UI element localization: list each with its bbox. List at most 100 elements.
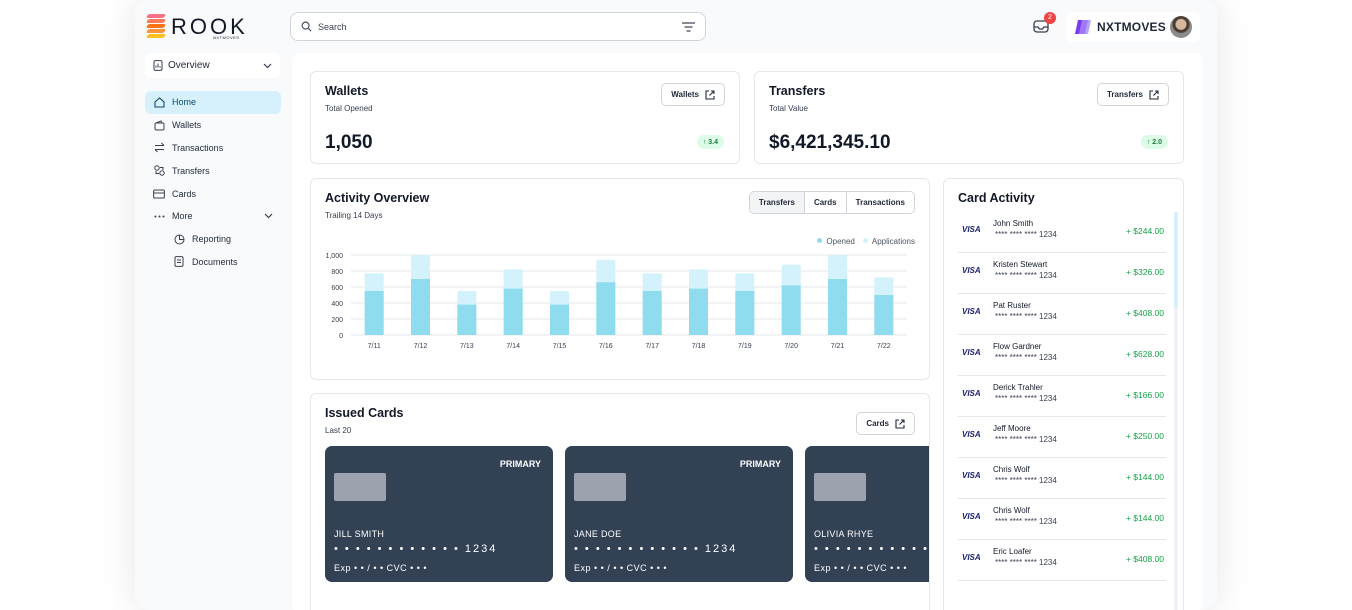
- document-icon: [174, 256, 184, 268]
- inbox-icon[interactable]: [1033, 19, 1049, 33]
- sidebar-item-label: Home: [172, 97, 197, 108]
- search-bar[interactable]: Search: [290, 12, 706, 41]
- card-chip: [334, 473, 386, 501]
- card-activity-title: Card Activity: [958, 191, 1035, 205]
- transfers-card: Transfers Total Value Transfers $6,421,3…: [754, 71, 1184, 164]
- issued-cards-button[interactable]: Cards: [856, 412, 915, 435]
- org-name: NXTMOVES: [1097, 20, 1166, 34]
- bar-opened: [874, 295, 894, 335]
- masked-card-number: **** **** **** 1234: [995, 476, 1057, 485]
- activity-bar-chart: 1,000 800 600 400 200 0 7/11 7/12 7/13 7/14 7/15 7/…: [325, 253, 907, 350]
- list-item[interactable]: VISA Derick Trahler **** **** **** 1234 + $…: [958, 376, 1166, 417]
- rook-logo[interactable]: ROOK NXTMOVES: [145, 14, 248, 40]
- y-tick-label: 200: [331, 317, 343, 324]
- sidebar-item-transactions[interactable]: Transactions: [145, 137, 281, 160]
- tab-transfers[interactable]: Transfers: [749, 192, 804, 213]
- bar-opened: [828, 279, 847, 335]
- card-tag: PRIMARY: [739, 459, 781, 469]
- x-tick-label: 7/17: [645, 343, 659, 350]
- transaction-name: Pat Ruster: [993, 301, 1031, 310]
- y-tick-label: 400: [331, 301, 343, 308]
- nxtmoves-logo-icon: [1075, 20, 1091, 34]
- masked-card-number: **** **** **** 1234: [995, 394, 1057, 403]
- report-icon: [153, 60, 163, 71]
- tab-cards[interactable]: Cards: [803, 192, 846, 213]
- wallets-button[interactable]: Wallets: [661, 83, 725, 106]
- chart-legend: Opened Applications: [817, 237, 915, 246]
- y-tick-label: 600: [331, 285, 343, 292]
- external-link-icon: [1149, 89, 1159, 100]
- list-item[interactable]: VISA Jeff Moore **** **** **** 1234 + $250.…: [958, 417, 1166, 458]
- bar-opened: [689, 288, 708, 335]
- view-selector-label: Overview: [168, 60, 210, 71]
- scrollbar-thumb[interactable]: [1174, 212, 1178, 307]
- sidebar-nav: Home Wallets Transactions Transfers Card…: [145, 91, 281, 273]
- issued-cards-button-label: Cards: [866, 419, 889, 428]
- payment-card[interactable]: OLIVIA RHYE • • • • • • • • • • • • 1234…: [805, 446, 929, 582]
- scrollbar-track[interactable]: [1174, 212, 1178, 610]
- tab-transactions[interactable]: Transactions: [845, 192, 914, 213]
- x-tick-label: 7/11: [368, 343, 381, 350]
- transfers-value: $6,421,345.10: [769, 132, 891, 153]
- masked-card-number: **** **** **** 1234: [995, 517, 1057, 526]
- transaction-name: Chris Wolf: [993, 465, 1030, 474]
- bar-opened: [364, 291, 384, 335]
- issued-subtitle: Last 20: [325, 426, 352, 435]
- sidebar-item-transfers[interactable]: Transfers: [145, 159, 281, 182]
- issued-cards-card: Issued Cards Last 20 Cards PRIMARY JILL …: [310, 393, 930, 610]
- card-brand-visa: VISA: [962, 348, 981, 357]
- list-item[interactable]: VISA John Smith **** **** **** 1234 + $244.…: [958, 212, 1166, 253]
- x-tick-label: 7/14: [506, 343, 520, 350]
- y-tick-label: 1,000: [325, 253, 343, 260]
- x-tick-label: 7/21: [831, 343, 845, 350]
- wallet-icon: [154, 120, 164, 131]
- chevron-down-icon: [263, 63, 272, 68]
- issued-title: Issued Cards: [325, 406, 404, 420]
- list-item[interactable]: VISA Pat Ruster **** **** **** 1234 + $408.…: [958, 294, 1166, 335]
- transfers-button[interactable]: Transfers: [1096, 83, 1169, 106]
- transaction-name: Eric Loafer: [993, 547, 1032, 556]
- sidebar-item-cards[interactable]: Cards: [145, 182, 281, 205]
- sidebar-item-home[interactable]: Home: [145, 91, 281, 114]
- bar-opened: [503, 288, 523, 335]
- payment-card[interactable]: PRIMARY JILL SMITH • • • • • • • • • • •…: [325, 446, 553, 582]
- card-brand-visa: VISA: [962, 553, 981, 562]
- x-tick-label: 7/19: [738, 343, 752, 350]
- transaction-amount: + $628.00: [1125, 349, 1164, 359]
- payment-card[interactable]: PRIMARY JANE DOE • • • • • • • • • • • •…: [565, 446, 793, 582]
- sidebar-item-more[interactable]: More: [145, 205, 281, 228]
- card-chip: [814, 473, 866, 501]
- sidebar-item-documents[interactable]: Documents: [145, 251, 281, 274]
- transaction-name: Jeff Moore: [993, 424, 1031, 433]
- avatar[interactable]: [1170, 16, 1192, 38]
- list-item[interactable]: VISA Chris Wolf **** **** **** 1234 + $144.…: [958, 499, 1166, 540]
- list-item[interactable]: VISA Chris Wolf **** **** **** 1234 + $144.…: [958, 458, 1166, 499]
- list-item[interactable]: VISA Kristen Stewart **** **** **** 1234 + …: [958, 253, 1166, 294]
- transaction-name: Flow Gardner: [993, 342, 1042, 351]
- search-icon: [301, 21, 312, 32]
- list-item[interactable]: VISA Flow Gardner **** **** **** 1234 + $62…: [958, 335, 1166, 376]
- view-selector[interactable]: Overview: [145, 53, 280, 78]
- card-brand-visa: VISA: [962, 389, 981, 398]
- x-tick-label: 7/13: [460, 343, 474, 350]
- dots-icon: [154, 215, 164, 218]
- transaction-amount: + $144.00: [1125, 513, 1164, 523]
- account-switcher[interactable]: NXTMOVES: [1066, 12, 1200, 42]
- masked-card-number: **** **** **** 1234: [995, 558, 1057, 567]
- card-number: • • • • • • • • • • • • 1234: [574, 543, 738, 555]
- transaction-amount: + $408.00: [1125, 308, 1164, 318]
- activity-tabs: Transfers Cards Transactions: [748, 191, 915, 214]
- transaction-amount: + $244.00: [1125, 226, 1164, 236]
- transaction-name: John Smith: [993, 219, 1034, 228]
- card-activity-panel: Card Activity VISA John Smith **** **** **…: [943, 178, 1184, 610]
- bar-opened: [596, 282, 616, 335]
- filter-icon[interactable]: [682, 21, 695, 32]
- list-item[interactable]: VISA Eric Loafer **** **** **** 1234 + $408…: [958, 540, 1166, 581]
- sidebar-item-reporting[interactable]: Reporting: [145, 228, 281, 251]
- x-tick-label: 7/18: [692, 343, 706, 350]
- transfers-button-label: Transfers: [1106, 90, 1143, 99]
- legend-opened: Opened: [817, 237, 855, 246]
- search-input[interactable]: Search: [318, 21, 347, 32]
- sidebar-item-wallets[interactable]: Wallets: [145, 114, 281, 137]
- transaction-amount: + $166.00: [1125, 390, 1164, 400]
